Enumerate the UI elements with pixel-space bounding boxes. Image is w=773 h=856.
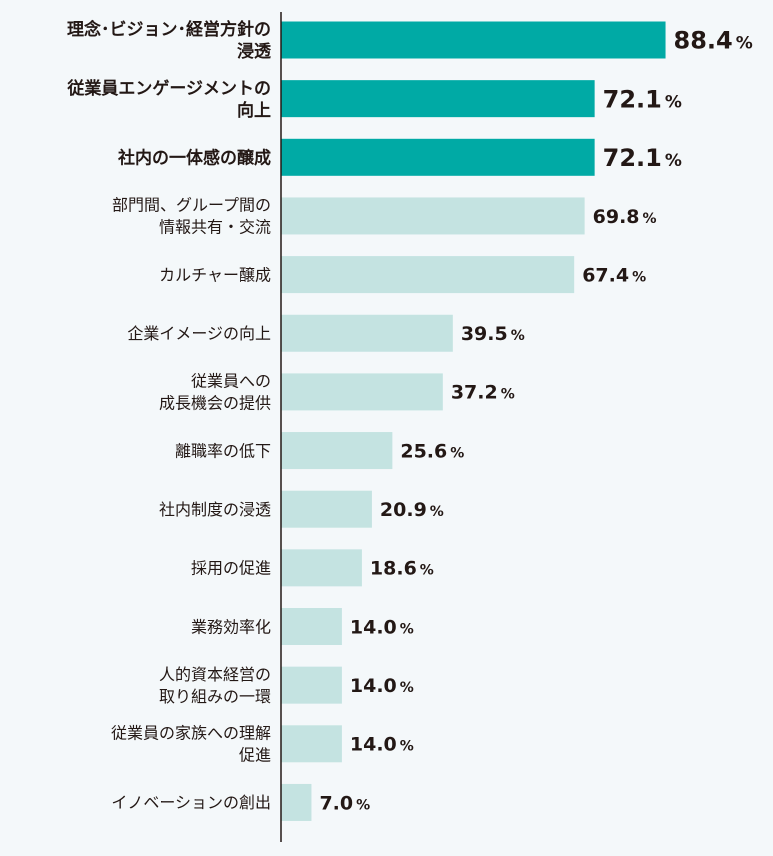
category-label: カルチャー醸成: [159, 265, 271, 284]
value-label: 25.6%: [400, 440, 464, 462]
value-label: 18.6%: [370, 558, 434, 580]
category-label: 離職率の低下: [175, 441, 271, 460]
category-label: イノベーションの創出: [111, 793, 271, 812]
category-label: 業務効率化: [191, 617, 271, 636]
bar-14: [281, 783, 312, 821]
category-label: 社内制度の浸透: [159, 500, 271, 519]
category-label: 従業員の家族への理解促進: [111, 724, 271, 765]
value-label: 72.1%: [603, 85, 682, 113]
value-label: 69.8%: [593, 206, 657, 228]
category-label: 従業員への成長機会の提供: [159, 372, 271, 413]
value-label: 39.5%: [461, 323, 525, 345]
category-label: 企業イメージの向上: [127, 324, 271, 343]
bar-9: [281, 490, 372, 528]
value-label: 88.4%: [674, 27, 753, 55]
category-label: 採用の促進: [191, 559, 271, 578]
category-label: 部門間、グループ間の情報共有・交流: [112, 196, 271, 237]
bar-13: [281, 725, 342, 763]
value-label: 20.9%: [380, 499, 444, 521]
bar-8: [281, 432, 393, 470]
bar-11: [281, 608, 342, 645]
bar-7: [281, 373, 443, 411]
category-label: 社内の一体感の醸成: [117, 147, 271, 168]
value-label: 67.4%: [582, 264, 646, 286]
value-label: 7.0%: [319, 792, 370, 814]
bar-12: [281, 666, 342, 704]
bar-1: [281, 21, 666, 59]
bar-2: [281, 80, 595, 118]
category-label: 理念･ビジョン･経営方針の浸透: [67, 19, 272, 62]
category-label: 従業員エンゲージメントの向上: [66, 78, 271, 121]
value-label: 14.0%: [350, 675, 414, 697]
value-label: 14.0%: [350, 616, 414, 638]
bar-4: [281, 197, 585, 235]
bar-3: [281, 138, 595, 176]
value-label: 37.2%: [451, 382, 515, 404]
bar-10: [281, 549, 362, 587]
bar-6: [281, 314, 453, 352]
category-label: 人的資本経営の取り組みの一環: [159, 665, 271, 706]
value-label: 72.1%: [603, 144, 682, 172]
value-label: 14.0%: [350, 734, 414, 756]
bar-5: [281, 256, 575, 294]
